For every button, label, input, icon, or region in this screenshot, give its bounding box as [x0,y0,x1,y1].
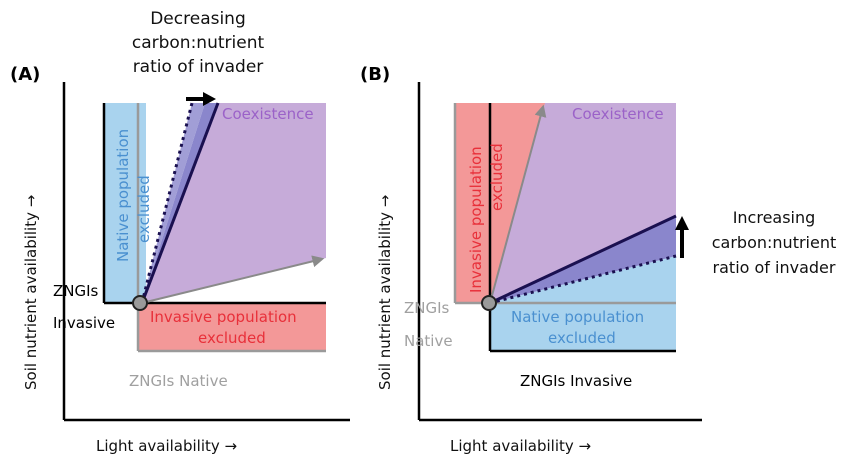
equilibrium-point [132,295,148,311]
native-excluded-label-2: excluded [135,175,153,243]
top-annotation-line1: Decreasing [150,9,246,29]
invasive-excluded-label-2: excluded [198,329,266,347]
panel-a: (A) Decreasing carbon:nutrient ratio of … [10,9,350,455]
invasive-excluded-region [455,103,490,303]
native-consumption-vector [489,104,547,304]
zngi-native-label-2: Native [404,332,453,350]
zngi-invasive-label-1: ZNGIs [53,282,99,300]
coexistence-label: Coexistence [572,105,664,123]
top-annotation-line3: ratio of invader [133,57,264,77]
native-excluded-label-2: excluded [548,329,616,347]
zngi-invasive-label-2: Invasive [53,314,115,332]
zngi-invasive-label: ZNGIs Invasive [520,372,632,390]
y-axis-label: Soil nutrient availability → [22,195,40,390]
right-annotation-line2: carbon:nutrient [712,233,837,252]
coexistence-label: Coexistence [222,105,314,123]
equilibrium-point [481,295,497,311]
panel-b: (B) Increasing carbon:nutrient ratio of … [360,64,836,455]
y-axis-label: Soil nutrient availability → [376,195,394,390]
native-excluded-region-inner [138,103,146,303]
invasive-excluded-label-1: Invasive population [150,308,297,326]
dotted-wedge [142,103,205,303]
consumption-vector-solid [140,102,220,304]
right-annotation-line1: Increasing [733,208,816,227]
invasive-excluded-label-2: excluded [488,143,506,211]
right-annotation-line3: ratio of invader [713,258,836,277]
invasive-excluded-label-1: Invasive population [467,146,485,293]
native-excluded-label-1: Native population [511,308,644,326]
coexistence-region [490,103,676,303]
panel-label: (B) [360,64,390,85]
native-excluded-region [490,303,676,351]
invasive-excluded-region [138,303,326,351]
shift-arrow-head [675,216,689,230]
native-excluded-region [104,103,138,303]
native-excluded-label-1: Native population [114,129,132,262]
native-consumption-vector [141,255,325,304]
zngi-native-label: ZNGIs Native [129,372,228,390]
x-axis-label: Light availability → [450,437,591,455]
shift-arrow-head [203,92,216,106]
consumption-vector-solid [489,214,677,305]
x-axis-label: Light availability → [96,437,237,455]
panel-label: (A) [10,64,40,85]
top-annotation-line2: carbon:nutrient [132,33,265,53]
zngi-native-label-1: ZNGIs [404,299,450,317]
coexistence-region [142,103,326,303]
